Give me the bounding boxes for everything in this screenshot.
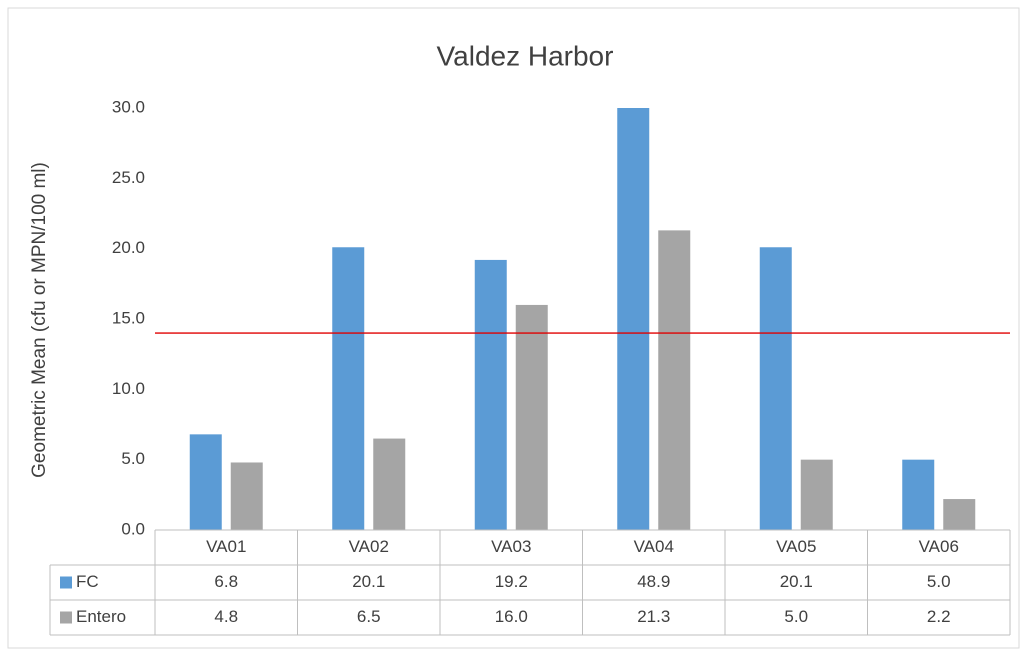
chart-frame [7, 7, 1020, 649]
x-tick-label: VA06 [919, 537, 959, 556]
legend-key [60, 576, 72, 589]
bar [332, 247, 365, 530]
bar [943, 499, 976, 530]
y-tick-label: 10.0 [112, 379, 145, 398]
x-tick-label: VA03 [491, 537, 531, 556]
table-value: 6.8 [214, 572, 238, 591]
table-value: 2.2 [927, 607, 951, 626]
legend-label: Entero [76, 607, 126, 626]
table-value: 16.0 [495, 607, 528, 626]
bar [515, 304, 548, 530]
x-tick-label: VA02 [349, 537, 389, 556]
bar [902, 459, 935, 530]
table-value: 19.2 [495, 572, 528, 591]
y-tick-label: 20.0 [112, 238, 145, 257]
table-value: 20.1 [352, 572, 385, 591]
table-value: 6.5 [357, 607, 381, 626]
table-value: 4.8 [214, 607, 238, 626]
x-tick-label: VA04 [634, 537, 674, 556]
plot-area [189, 108, 976, 530]
table-value: 48.9 [637, 572, 670, 591]
legend-label: FC [76, 572, 99, 591]
bar [373, 438, 406, 530]
y-tick-label: 25.0 [112, 168, 145, 187]
y-tick-label: 5.0 [121, 449, 145, 468]
bar [759, 247, 792, 530]
y-axis-label: Geometric Mean (cfu or MPN/100 ml) [29, 162, 50, 478]
legend-key [60, 611, 72, 624]
bar [800, 459, 833, 530]
bar [189, 434, 222, 530]
y-tick-label: 30.0 [112, 97, 145, 116]
y-tick-label: 0.0 [121, 519, 145, 538]
bar [658, 230, 691, 530]
table-value: 5.0 [927, 572, 951, 591]
table-value: 5.0 [784, 607, 808, 626]
bar [474, 259, 507, 530]
chart-title: Valdez Harbor [437, 40, 614, 71]
x-tick-label: VA05 [776, 537, 816, 556]
y-tick-label: 15.0 [112, 308, 145, 327]
table-value: 21.3 [637, 607, 670, 626]
table-value: 20.1 [780, 572, 813, 591]
x-tick-label: VA01 [206, 537, 246, 556]
bar [230, 462, 263, 530]
bar [617, 108, 650, 530]
